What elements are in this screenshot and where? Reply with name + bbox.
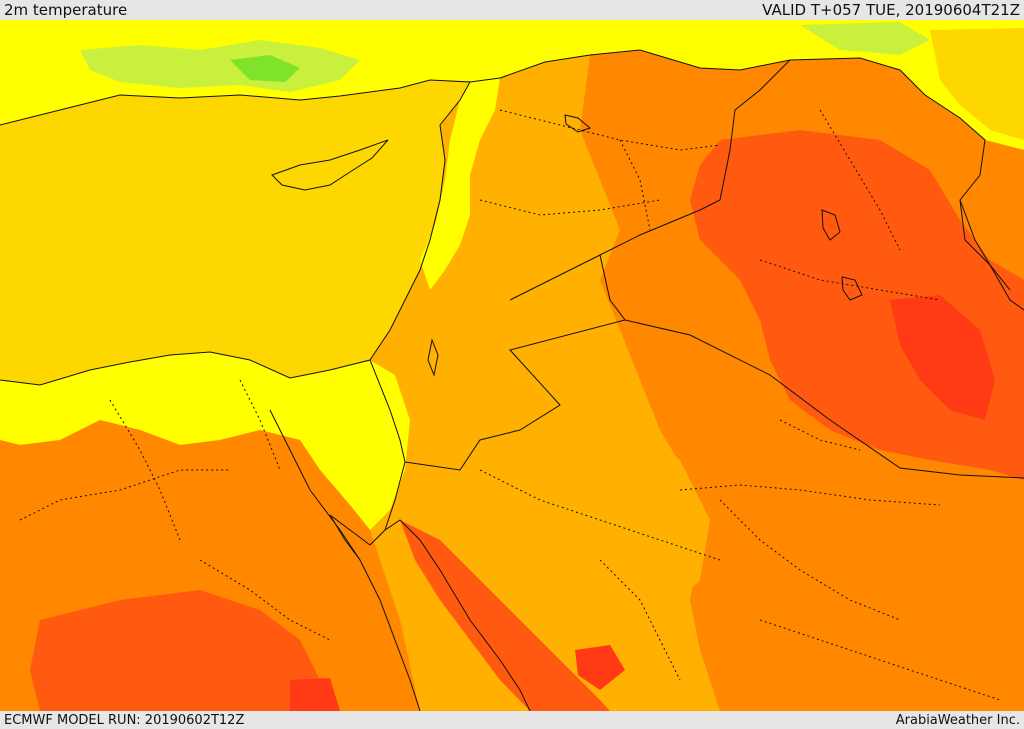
lake-assad	[564, 114, 592, 133]
hejaz-deep-orange	[400, 520, 610, 711]
green-patch-3	[800, 22, 930, 55]
model-run: ECMWF MODEL RUN: 20190602T12Z	[4, 712, 245, 728]
syria-iraq-border	[509, 59, 791, 301]
egypt-yellow-region	[0, 352, 410, 530]
turkey-syria-border	[469, 49, 791, 83]
gulf-of-suez	[329, 514, 386, 561]
internal-borders	[19, 109, 1001, 701]
levant-yellow-strip	[420, 78, 500, 290]
egypt-deep-orange	[30, 590, 330, 711]
cyprus-island	[271, 139, 389, 191]
field-title: 2m temperature	[4, 1, 128, 19]
credit: ArabiaWeather Inc.	[895, 712, 1020, 728]
red-sea-east-coast	[384, 461, 531, 711]
jordan-saudi-border	[404, 254, 626, 471]
header-bar: 2m temperature VALID T+057 TUE, 20190604…	[0, 0, 1024, 20]
turkey-coastline	[0, 79, 471, 126]
hejaz-red-spot	[575, 645, 625, 690]
footer-bar: ECMWF MODEL RUN: 20190602T12Z ArabiaWeat…	[0, 711, 1024, 729]
green-patch-2	[230, 55, 300, 82]
sinai-border	[369, 359, 406, 463]
egypt-red-spot	[290, 678, 340, 711]
iran-iraq-border	[789, 57, 1011, 291]
dead-sea	[427, 338, 439, 377]
iraq-lake-2	[841, 276, 863, 301]
jordan-amber-region	[420, 300, 560, 460]
iraq-red-region	[890, 295, 995, 420]
temperature-map[interactable]	[0, 20, 1024, 711]
map-canvas	[0, 20, 1024, 711]
iraq-lake-1	[821, 209, 841, 241]
kuwait-coast	[959, 199, 1024, 311]
valid-time: VALID T+057 TUE, 20190604T21Z	[762, 1, 1020, 19]
green-patch-1	[80, 40, 360, 92]
iraq-saudi-border	[624, 319, 1024, 479]
gold-north-east	[930, 28, 1024, 140]
saudi-amber-region	[510, 400, 710, 620]
levant-coastline	[0, 124, 446, 386]
